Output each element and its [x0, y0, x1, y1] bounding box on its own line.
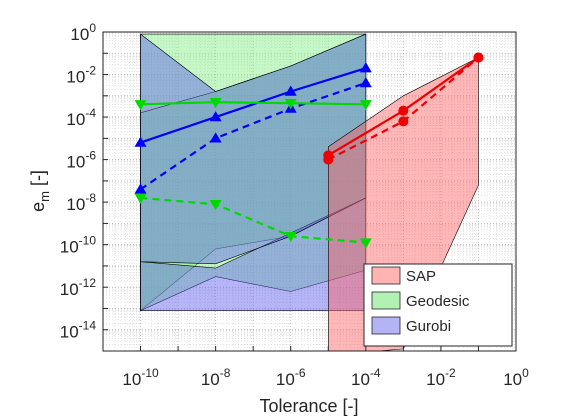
series-point-5 — [323, 154, 334, 165]
series-point-0 — [134, 136, 147, 147]
series-point-0 — [209, 111, 222, 122]
legend-label-sap: SAP — [406, 268, 436, 285]
plot-frame — [102, 31, 517, 352]
series-line-0 — [140, 67, 367, 144]
legend-swatch-geodesic — [371, 291, 401, 310]
series-point-2 — [359, 100, 372, 111]
legend-label-geodesic: Geodesic — [406, 293, 470, 310]
series-point-2 — [209, 97, 222, 109]
series-point-1 — [359, 77, 372, 88]
y-tick-label: 10-6 — [66, 149, 96, 172]
series-line-3 — [140, 196, 366, 244]
y-tick-label: 10-14 — [60, 319, 97, 342]
x-tick-label: 100 — [503, 366, 529, 389]
x-tick-label: 10-2 — [426, 366, 456, 389]
legend-swatch-sap — [371, 266, 401, 285]
series-line-2 — [140, 101, 366, 106]
series-point-4 — [398, 105, 409, 116]
y-tick-label: 10-4 — [66, 106, 96, 129]
series-point-2 — [284, 99, 297, 110]
y-tick-label: 10-10 — [60, 234, 97, 257]
y-axis-label-sub: m — [37, 191, 52, 202]
series-point-3 — [209, 200, 222, 211]
series-point-3 — [284, 231, 297, 243]
tick-marks — [102, 31, 517, 352]
y-tick-label: 10-8 — [66, 191, 96, 214]
series-point-3 — [359, 238, 372, 249]
series-point-1 — [209, 132, 222, 143]
series-point-2 — [134, 100, 147, 111]
y-axis-label-base: e — [28, 202, 48, 212]
x-tick-label: 10-10 — [122, 366, 159, 389]
y-tick-label: 10-12 — [60, 276, 97, 299]
x-axis-label: Tolerance [-] — [259, 396, 358, 416]
series-point-0 — [359, 62, 372, 73]
series-point-5 — [473, 52, 484, 63]
x-tick-label: 10-6 — [276, 366, 306, 389]
x-tick-labels: 10-10 10-8 10-6 10-4 10-2 100 — [122, 366, 529, 389]
legend: SAP Geodesic Gurobi — [363, 263, 513, 347]
y-tick-label: 100 — [70, 21, 96, 44]
series-point-1 — [134, 183, 147, 194]
y-axis-label-suffix: [-] — [28, 170, 48, 191]
series-point-0 — [284, 85, 297, 96]
y-tick-labels: 100 10-2 10-4 10-6 10-8 10-10 10-12 10-14 — [60, 21, 97, 342]
x-tick-label: 10-4 — [351, 366, 381, 389]
band-gurobi-main — [140, 33, 367, 265]
series-point-5 — [398, 116, 409, 127]
x-tick-label: 10-8 — [201, 366, 231, 389]
y-tick-label: 10-2 — [66, 64, 96, 87]
y-axis-label: em [-] — [28, 170, 52, 212]
series-layer — [134, 52, 484, 249]
series-point-3 — [134, 193, 147, 204]
legend-swatch-gurobi — [371, 316, 401, 335]
legend-label-gurobi: Gurobi — [406, 318, 451, 335]
grid — [102, 31, 517, 352]
